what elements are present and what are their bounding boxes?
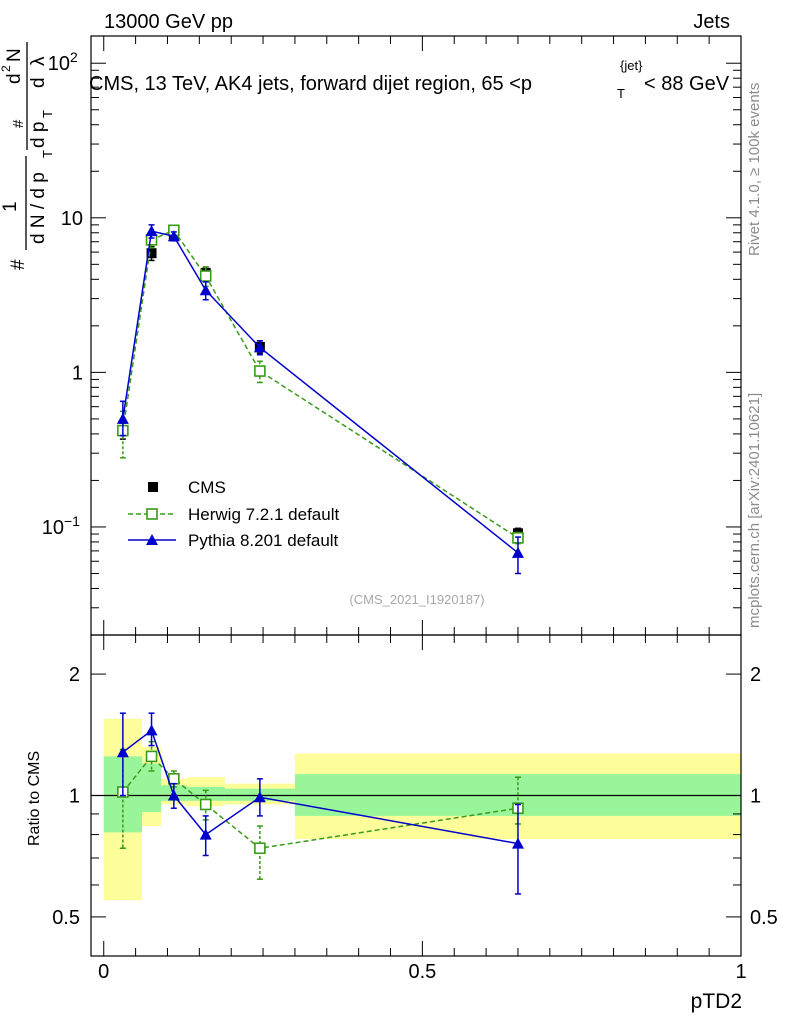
ratio-x-tick-label: 0 [98,961,109,983]
ratio-pythia-point [167,789,180,801]
ratio-y-tick-label-right: 0.5 [750,907,778,929]
ratio-herwig-point [168,773,180,785]
ratio-herwig-point [254,842,266,855]
ratio-pythia-point [145,724,158,736]
svg-text:< 88 GeV: < 88 GeV [644,73,730,95]
analysis-id-watermark: (CMS_2021_I1920187) [349,592,484,607]
svg-text:d: d [4,73,25,84]
svg-text:T: T [617,86,625,101]
herwig-point [199,270,212,282]
svg-text:T: T [40,110,55,118]
svg-text:CMS, 13 TeV, AK4 jets, forward: CMS, 13 TeV, AK4 jets, forward dijet reg… [89,73,532,95]
svg-text:d: d [28,77,49,88]
herwig-point [254,365,266,377]
pythia-point [511,546,524,558]
rivet-version-label: Rivet 4.1.0, ≥ 100k events [746,83,763,256]
main-y-tick-exponent: −1 [64,513,80,529]
legend-entry-label: Herwig 7.2.1 default [188,505,339,524]
svg-text:#: # [10,119,27,128]
pythia-point [167,230,180,242]
ratio-pythia-point [116,746,129,758]
legend-pythia-marker [146,534,158,545]
mcplots-source-label: mcplots.cern.ch [arXiv:2401.10621] [746,393,763,628]
main-y-axis-label: # 1 d N / d p T # d 2 N d p T d λ [0,42,55,270]
svg-text:#: # [8,259,29,270]
pythia-point [116,412,129,424]
ratio-x-tick-label: 1 [735,961,746,983]
ratio-y-tick-label: 1 [69,786,80,808]
svg-text:{jet}: {jet} [620,58,643,73]
legend-entry-label: CMS [188,478,226,497]
herwig-line [122,229,519,539]
ratio-x-tick-label: 0.5 [408,961,436,983]
svg-text:2: 2 [0,65,13,72]
x-axis-label: pTD2 [691,990,742,1013]
svg-text:d N / d p: d N / d p [28,172,49,244]
svg-text:λ: λ [28,56,49,66]
legend-cms-marker [148,482,158,492]
cms-point [146,248,157,259]
legend-entry-label: Pythia 8.201 default [188,531,339,550]
ratio-herwig-line [122,755,519,850]
ratio-y-tick-label-right: 2 [750,664,761,686]
legend-herwig-marker [146,508,158,520]
main-y-tick-label: 10 [61,208,83,230]
header-category-label: Jets [693,11,730,33]
ratio-y-tick-label-right: 1 [750,786,761,808]
ratio-band-inner [141,763,162,813]
main-chart-title: CMS, 13 TeV, AK4 jets, forward dijet reg… [89,58,730,101]
main-y-tick-label: 10 [48,53,70,75]
ratio-herwig-point [199,798,212,811]
svg-text:N: N [4,48,25,62]
pythia-point [253,341,266,353]
ratio-y-axis-label: Ratio to CMS [26,751,43,846]
svg-text:T: T [40,150,55,158]
main-y-tick-exponent: 2 [70,49,78,65]
pythia-point [145,225,158,237]
main-y-tick-label: 10 [42,517,64,539]
main-y-tick-label: 1 [72,362,83,384]
ratio-y-tick-label: 0.5 [52,907,80,929]
header-process-label: 13000 GeV pp [104,11,233,33]
svg-text:d p: d p [28,122,49,148]
ratio-pythia-point [253,791,266,803]
ratio-pythia-point [511,837,524,849]
ratio-herwig-point [145,750,158,763]
ratio-y-tick-label: 2 [69,664,80,686]
ratio-pythia-point [199,828,212,840]
svg-text:1: 1 [0,201,21,212]
pythia-line [122,230,519,554]
pythia-point [199,284,212,296]
